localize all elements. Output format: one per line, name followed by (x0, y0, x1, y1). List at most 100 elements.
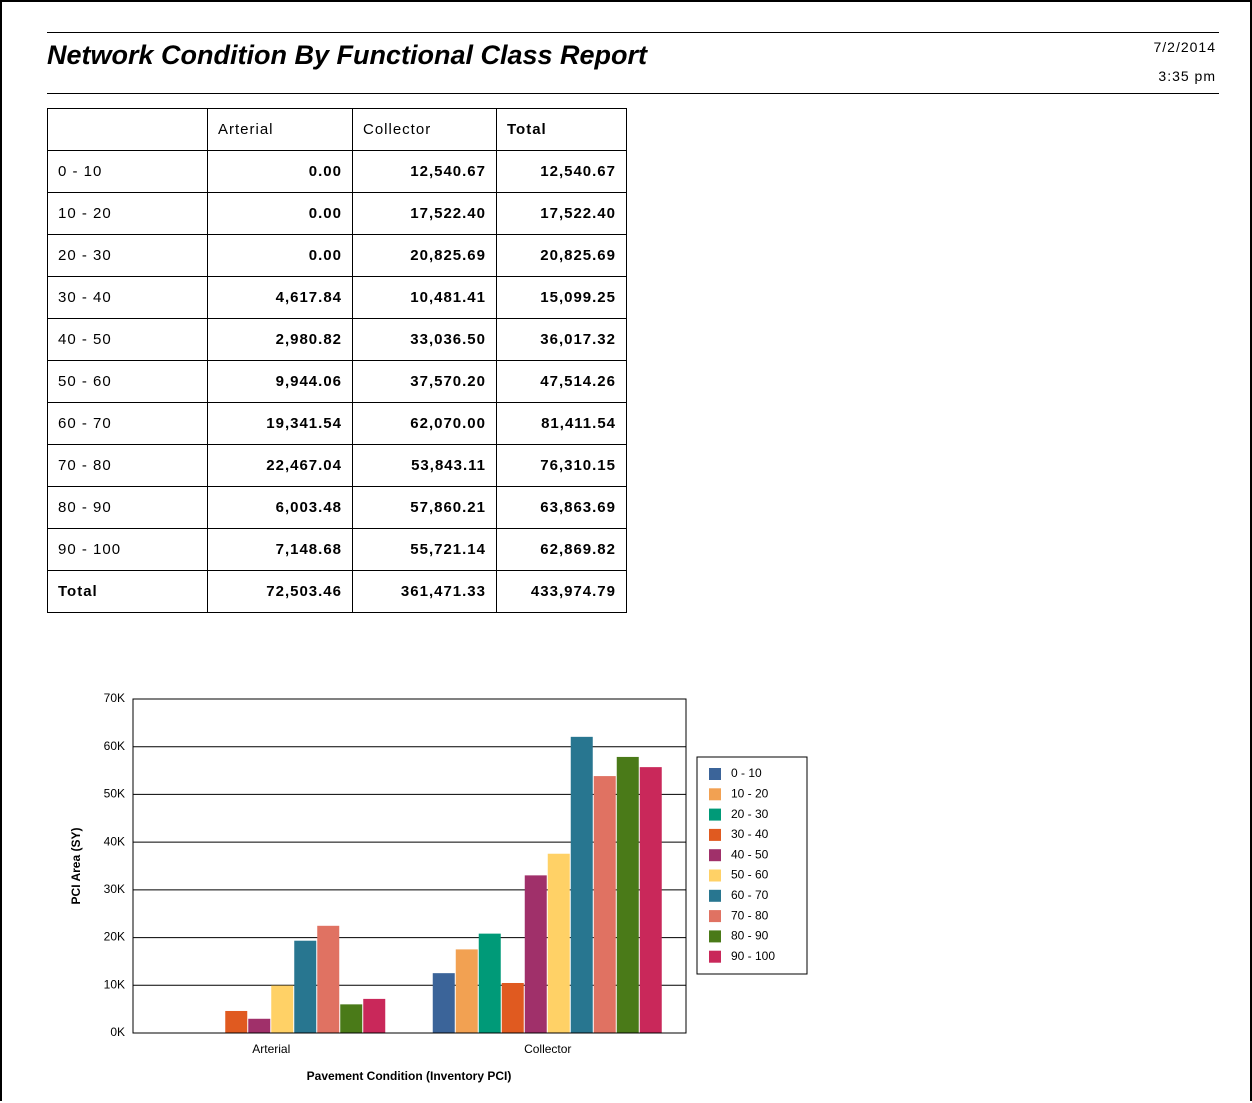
table-cell: 20 - 30 (47, 234, 208, 277)
table-cell: 15,099.25 (496, 276, 627, 319)
table-cell: 433,974.79 (496, 570, 627, 613)
y-tick-label: 70K (104, 691, 125, 705)
table-cell: 53,843.11 (352, 444, 497, 487)
bar (317, 925, 340, 1033)
table-cell: 62,070.00 (352, 402, 497, 445)
bar (340, 1004, 363, 1033)
table-cell: 22,467.04 (207, 444, 353, 487)
table-cell: 0 - 10 (47, 150, 208, 193)
header-cell (47, 108, 208, 151)
table-cell: 33,036.50 (352, 318, 497, 361)
plot-frame (132, 698, 687, 1034)
report-time: 3:35 pm (1158, 68, 1216, 84)
table-cell: 0.00 (207, 192, 353, 235)
bar (478, 933, 501, 1033)
table-cell: 0.00 (207, 150, 353, 193)
legend-swatch (709, 889, 721, 902)
legend-label: 10 - 20 (731, 786, 769, 800)
table-cell: 72,503.46 (207, 570, 353, 613)
legend-label: 90 - 100 (731, 949, 775, 963)
legend-label: 0 - 10 (731, 766, 762, 780)
bar (593, 776, 616, 1033)
y-tick-label: 10K (104, 977, 125, 991)
table-cell: 6,003.48 (207, 486, 353, 529)
condition-table: Arterial Collector Total 0 - 10 0.00 12,540.6… (47, 108, 627, 613)
table-row: 10 - 20 0.00 17,522.40 17,522.40 (47, 192, 627, 235)
table-cell: 20,825.69 (496, 234, 627, 277)
header-cell: Arterial (207, 108, 353, 151)
table-cell: 90 - 100 (47, 528, 208, 571)
top-rule (47, 32, 1219, 33)
x-axis-label: Pavement Condition (Inventory PCI) (307, 1069, 512, 1083)
header-cell: Total (496, 108, 627, 151)
bar (524, 875, 547, 1033)
legend-label: 70 - 80 (731, 908, 769, 922)
y-tick-label: 60K (104, 739, 125, 753)
y-tick-label: 0K (110, 1025, 125, 1039)
legend-swatch (709, 930, 721, 943)
bar (455, 949, 478, 1033)
table-cell: 12,540.67 (352, 150, 497, 193)
table-row: 50 - 60 9,944.06 37,570.20 47,514.26 (47, 360, 627, 403)
legend-label: 30 - 40 (731, 827, 769, 841)
legend-label: 60 - 70 (731, 888, 769, 902)
legend-label: 50 - 60 (731, 868, 769, 882)
table-row: 90 - 100 7,148.68 55,721.14 62,869.82 (47, 528, 627, 571)
legend-swatch (709, 808, 721, 821)
report-date: 7/2/2014 (1153, 39, 1216, 55)
bar (547, 853, 570, 1033)
table-row: 0 - 10 0.00 12,540.67 12,540.67 (47, 150, 627, 193)
table-cell: 19,341.54 (207, 402, 353, 445)
y-tick-label: 20K (104, 930, 125, 944)
table-row: 30 - 40 4,617.84 10,481.41 15,099.25 (47, 276, 627, 319)
table-cell: 10 - 20 (47, 192, 208, 235)
table-cell: 36,017.32 (496, 318, 627, 361)
legend-swatch (709, 828, 721, 841)
table-cell: 30 - 40 (47, 276, 208, 319)
legend-label: 40 - 50 (731, 847, 769, 861)
table-cell: 50 - 60 (47, 360, 208, 403)
header-row: Arterial Collector Total (47, 108, 627, 151)
table-row: 70 - 80 22,467.04 53,843.11 76,310.15 (47, 444, 627, 487)
table-row: 20 - 30 0.00 20,825.69 20,825.69 (47, 234, 627, 277)
table-row: Total 72,503.46 361,471.33 433,974.79 (47, 570, 627, 613)
legend-swatch (709, 869, 721, 882)
table-cell: 17,522.40 (352, 192, 497, 235)
table-cell: 17,522.40 (496, 192, 627, 235)
legend-swatch (709, 768, 721, 780)
table-cell: 2,980.82 (207, 318, 353, 361)
table-cell: 20,825.69 (352, 234, 497, 277)
table-cell: 47,514.26 (496, 360, 627, 403)
header-rule (47, 93, 1219, 94)
legend-label: 80 - 90 (731, 929, 769, 943)
table-row: 40 - 50 2,980.82 33,036.50 36,017.32 (47, 318, 627, 361)
table-cell: 63,863.69 (496, 486, 627, 529)
table-cell: 12,540.67 (496, 150, 627, 193)
table-cell: 62,869.82 (496, 528, 627, 571)
table-cell: Total (47, 570, 208, 613)
legend-swatch (709, 950, 721, 963)
legend-swatch (709, 788, 721, 801)
table-cell: 9,944.06 (207, 360, 353, 403)
bar (501, 982, 524, 1033)
table-cell: 55,721.14 (352, 528, 497, 571)
table-cell: 81,411.54 (496, 402, 627, 445)
table-cell: 70 - 80 (47, 444, 208, 487)
x-tick-label: Arterial (252, 1042, 290, 1056)
bar (616, 756, 639, 1033)
table-row: 60 - 70 19,341.54 62,070.00 81,411.54 (47, 402, 627, 445)
x-tick-label: Collector (524, 1042, 571, 1056)
y-tick-label: 30K (104, 882, 125, 896)
table-cell: 7,148.68 (207, 528, 353, 571)
bar (248, 1018, 271, 1033)
bar (294, 940, 317, 1033)
y-tick-label: 50K (104, 787, 125, 801)
table-cell: 57,860.21 (352, 486, 497, 529)
bar (432, 973, 455, 1033)
table-cell: 76,310.15 (496, 444, 627, 487)
table-cell: 37,570.20 (352, 360, 497, 403)
bar (570, 736, 593, 1033)
chart: Pavement Condition (Inventory PCI) PCI A… (69, 691, 808, 1083)
header-cell: Collector (352, 108, 497, 151)
